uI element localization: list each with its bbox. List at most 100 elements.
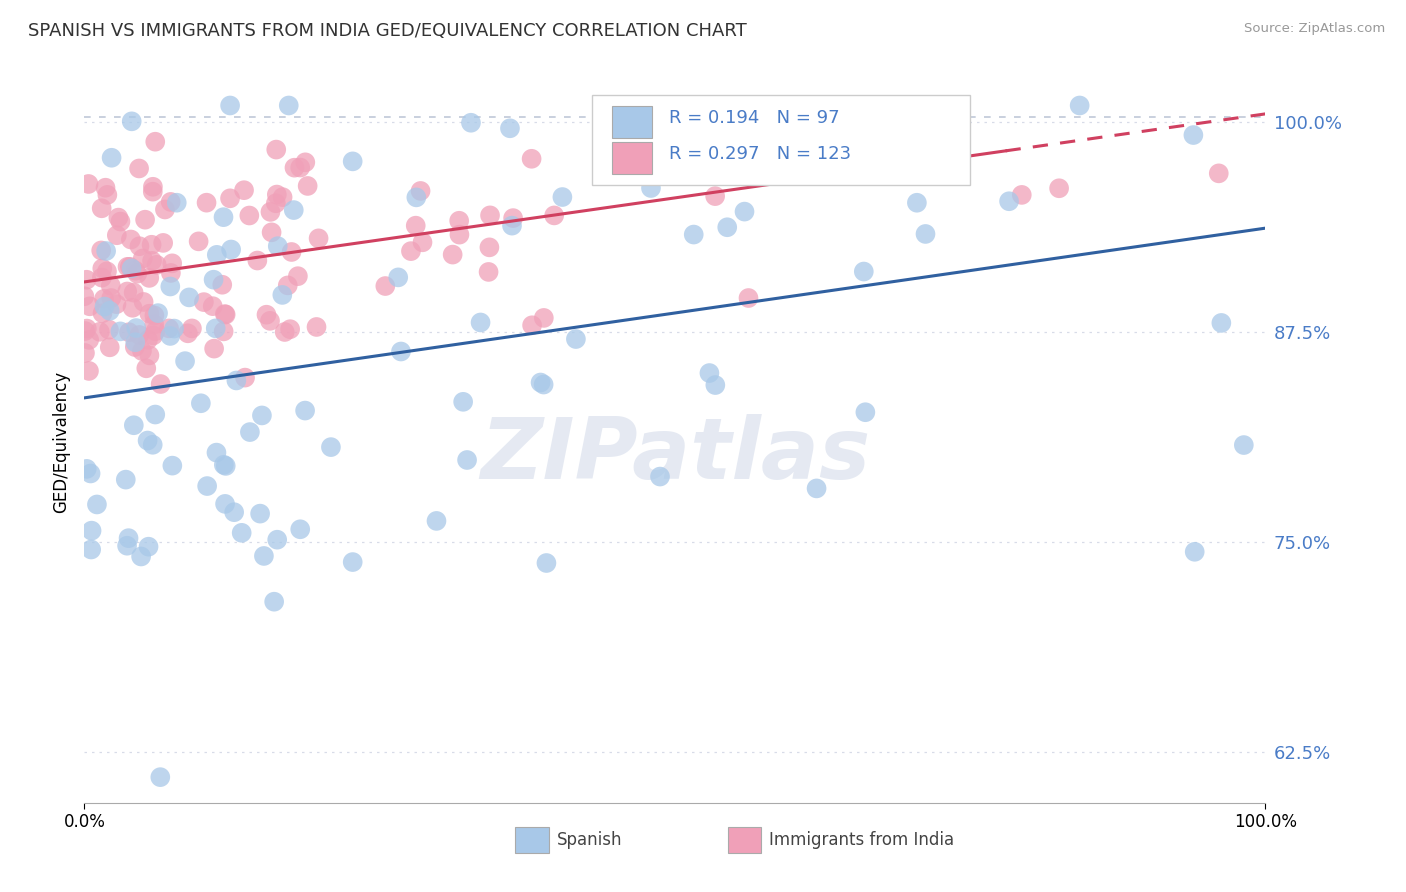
Point [699,366,721,380]
Point [280,244,302,259]
Point [374,279,396,293]
Point [290,161,312,175]
Point [80,542,103,557]
Point [159,329,181,343]
Point [143,135,166,149]
Point [1233,438,1256,452]
Point [863,103,886,118]
Point [852,264,875,278]
Point [267,239,290,253]
Point [202,342,225,356]
Point [89,325,111,339]
Point [110,214,132,228]
Point [132,252,155,266]
Point [225,374,247,388]
Point [77,333,100,347]
Point [76,321,98,335]
Point [853,405,876,419]
Point [212,324,235,338]
Point [704,378,727,392]
Point [998,194,1021,209]
Point [342,555,364,569]
Point [405,190,427,204]
Point [215,458,238,473]
Point [80,524,103,538]
Point [98,303,121,318]
FancyBboxPatch shape [612,106,652,138]
Point [73,324,96,338]
Point [1011,187,1033,202]
Point [387,270,409,285]
Point [149,770,172,784]
Point [212,458,235,472]
Point [441,247,464,261]
Point [1047,181,1070,195]
Point [115,539,138,553]
Point [277,98,299,112]
Point [734,204,756,219]
Point [115,285,138,299]
Point [124,335,146,350]
Point [501,219,523,233]
Point [131,343,153,358]
Point [100,291,122,305]
Point [741,171,763,186]
Point [294,155,316,169]
FancyBboxPatch shape [516,828,548,854]
Point [520,318,543,333]
Point [264,143,287,157]
Point [76,462,98,476]
Point [253,549,276,563]
Point [283,203,305,218]
Point [162,458,184,473]
Point [477,265,499,279]
Point [153,202,176,217]
Point [640,181,662,195]
Point [146,306,169,320]
Point [342,154,364,169]
Point [149,377,172,392]
Point [239,425,262,439]
Point [142,185,165,199]
Point [159,279,181,293]
Point [1208,166,1230,180]
Point [190,396,212,410]
Point [1184,545,1206,559]
Point [129,549,152,564]
Point [96,264,118,278]
Point [914,227,936,241]
Point [94,244,117,258]
Point [79,299,101,313]
Point [1069,98,1091,112]
Point [520,152,543,166]
Point [246,253,269,268]
Point [294,403,316,417]
Point [470,316,492,330]
Point [319,440,342,454]
Point [177,326,200,341]
Point [264,196,287,211]
Point [271,288,294,302]
Point [117,531,139,545]
Y-axis label: GED/Equivalency: GED/Equivalency [52,370,70,513]
Point [177,290,200,304]
Point [536,556,558,570]
Point [98,323,121,337]
Point [160,256,183,270]
Text: Immigrants from India: Immigrants from India [769,831,955,849]
Point [142,179,165,194]
Point [219,191,242,205]
Point [233,183,256,197]
Point [122,418,145,433]
Point [305,320,328,334]
Point [273,325,295,339]
Point [263,595,285,609]
Point [77,364,100,378]
Point [160,266,183,280]
FancyBboxPatch shape [728,828,761,854]
Point [224,505,246,519]
Point [214,497,236,511]
Point [278,322,301,336]
FancyBboxPatch shape [592,95,970,185]
Point [219,98,242,112]
